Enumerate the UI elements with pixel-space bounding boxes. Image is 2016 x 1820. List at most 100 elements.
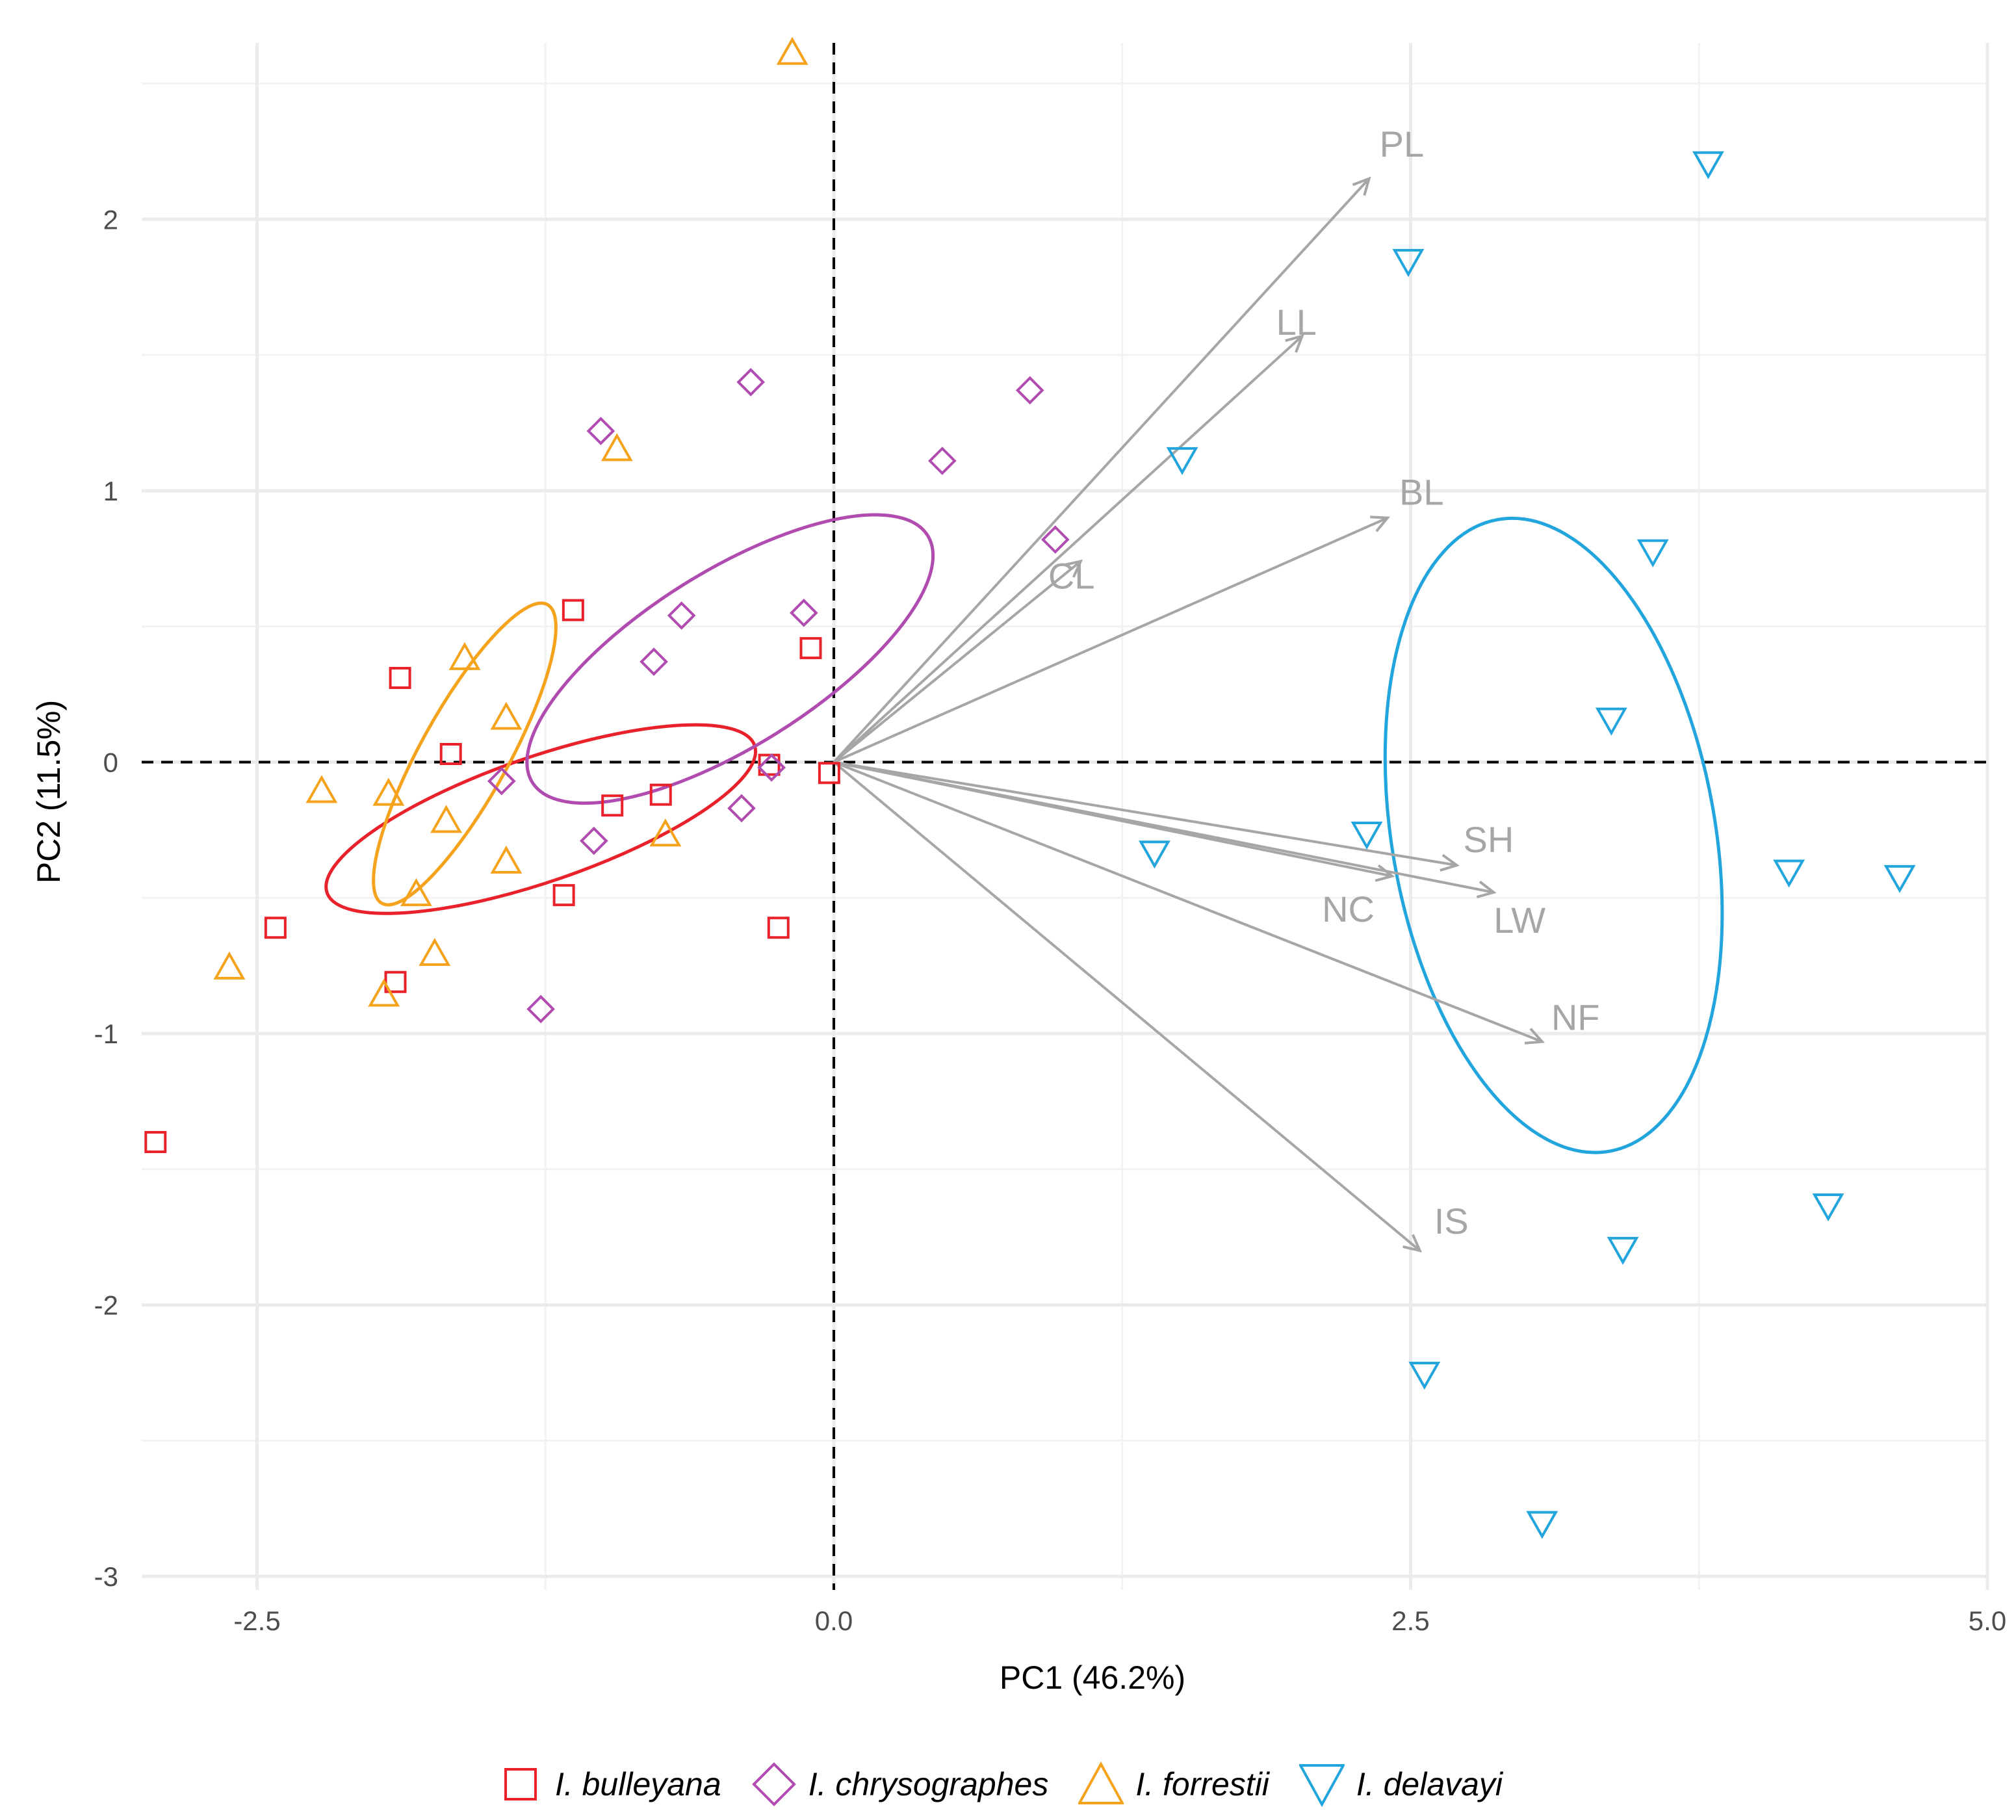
data-points: [144, 36, 1916, 1539]
confidence-ellipses: [324, 513, 1724, 1154]
data-point: [526, 994, 555, 1024]
data-point: [1350, 822, 1383, 850]
data-point: [1015, 376, 1044, 405]
x-tick-label: 0.0: [815, 1606, 853, 1636]
x-tick-label: 5.0: [1969, 1606, 2006, 1636]
data-point: [757, 753, 786, 782]
legend-item: I. chrysographes: [751, 1762, 1065, 1807]
y-tick-label: 2: [103, 204, 118, 235]
y-tick-label: -3: [94, 1561, 118, 1592]
legend-label: I. chrysographes: [808, 1766, 1049, 1802]
y-axis-title: PC2 (11.5%): [31, 700, 67, 884]
data-point: [586, 417, 615, 445]
tick-labels: -2.5 0.0 2.5 5.0 -3 -2 -1 0 1 2: [94, 204, 2007, 1636]
legend-label: I. bulleyana: [554, 1766, 721, 1802]
x-tick-label: -2.5: [233, 1606, 280, 1636]
loading-arrow: [833, 518, 1388, 764]
data-point: [1166, 447, 1198, 475]
data-point: [1812, 1193, 1844, 1222]
confidence-ellipse: [525, 513, 935, 805]
confidence-ellipse: [372, 601, 558, 907]
data-point: [448, 642, 481, 670]
data-point: [552, 884, 575, 907]
data-point: [1636, 539, 1669, 567]
data-point: [601, 433, 633, 462]
legend-symbol-path: [504, 1768, 537, 1800]
data-point: [419, 937, 451, 966]
y-tick-label: 1: [103, 476, 118, 506]
data-point: [601, 794, 624, 817]
legend-item: I. delavayi: [1299, 1762, 1518, 1807]
data-point: [1773, 859, 1805, 888]
data-point: [640, 647, 668, 676]
loading-label: CL: [1048, 556, 1095, 597]
loading-arrow: [833, 336, 1302, 763]
data-point: [487, 766, 516, 796]
loading-label: LW: [1493, 900, 1545, 941]
data-point: [649, 818, 682, 847]
data-point: [579, 826, 608, 855]
loading-label: PL: [1380, 124, 1425, 164]
loading-arrow: [833, 760, 1457, 865]
data-point: [144, 1131, 167, 1154]
loading-arrows: PL LL BL CL SH LW NC NF IS: [833, 124, 1600, 1251]
loading-label: BL: [1399, 472, 1444, 513]
loading-label: NF: [1551, 997, 1600, 1038]
reference-lines: [142, 43, 1987, 1590]
loading-arrow: [833, 562, 1081, 764]
data-point: [736, 368, 766, 396]
data-point: [1526, 1511, 1558, 1539]
data-point: [790, 599, 818, 627]
x-axis-title: PC1 (46.2%): [1000, 1659, 1185, 1696]
data-point: [264, 916, 287, 939]
data-point: [818, 762, 840, 785]
legend-symbol-path: [1299, 1764, 1345, 1807]
legend-label: I. delavayi: [1356, 1766, 1503, 1802]
legend-symbol-triangle-down-icon: [1299, 1764, 1345, 1807]
y-tick-label: -2: [94, 1290, 118, 1321]
data-point: [1392, 249, 1425, 278]
data-point: [649, 783, 672, 806]
data-point: [1139, 840, 1170, 869]
loading-label: LL: [1276, 302, 1317, 343]
confidence-ellipse: [324, 723, 758, 915]
y-tick-label: -1: [94, 1019, 118, 1049]
data-point: [400, 878, 432, 907]
data-point: [305, 775, 338, 803]
confidence-ellipse: [1383, 516, 1724, 1154]
data-point: [667, 601, 696, 630]
data-point: [213, 951, 246, 980]
data-point: [372, 777, 405, 806]
data-point: [430, 805, 463, 833]
data-point: [1408, 1361, 1441, 1390]
data-point: [439, 742, 462, 765]
loading-label: IS: [1434, 1201, 1469, 1242]
loading-label: NC: [1322, 889, 1375, 930]
legend: I. bulleyana I. chrysographes I. forrestii…: [0, 1755, 2016, 1814]
data-point: [490, 701, 523, 730]
data-point: [767, 916, 790, 939]
data-point: [1692, 151, 1724, 179]
x-tick-label: 2.5: [1391, 1606, 1429, 1636]
data-point: [928, 447, 957, 475]
legend-symbol-triangle-up-icon: [1078, 1762, 1124, 1804]
legend-symbol-path: [1078, 1762, 1124, 1804]
data-point: [799, 637, 822, 660]
loading-arrow: [833, 179, 1369, 763]
loading-label: SH: [1464, 819, 1514, 860]
legend-symbol-path: [751, 1762, 796, 1806]
data-point: [389, 667, 411, 690]
data-point: [776, 36, 808, 65]
legend-item: I. forrestii: [1078, 1762, 1285, 1807]
data-point: [368, 978, 400, 1007]
legend-symbol-square-icon: [504, 1768, 537, 1800]
data-point: [1607, 1236, 1639, 1265]
data-point: [490, 845, 523, 874]
grid-lines: [142, 43, 1989, 1590]
data-point: [727, 794, 756, 823]
data-point: [1595, 707, 1627, 736]
loading-arrow: [833, 760, 1542, 1041]
data-point: [1883, 864, 1916, 893]
loading-arrow: [833, 760, 1420, 1251]
y-tick-label: 0: [103, 747, 118, 777]
